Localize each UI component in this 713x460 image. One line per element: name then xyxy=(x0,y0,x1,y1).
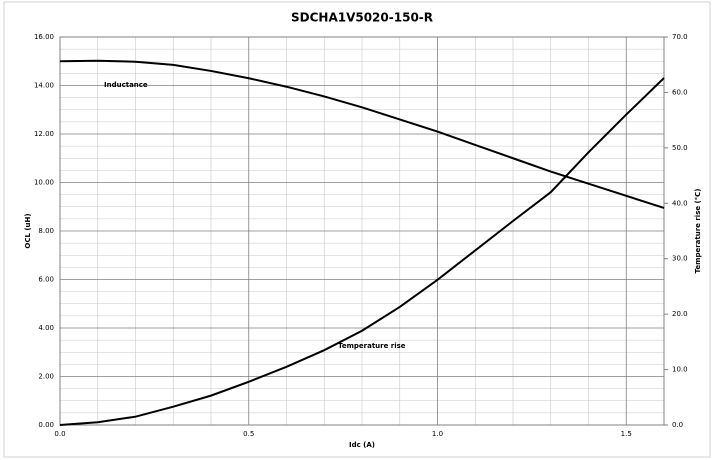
y2-tick-label: 20.0 xyxy=(672,310,688,318)
y2-tick-label: 40.0 xyxy=(672,199,688,207)
series-label: Temperature rise xyxy=(338,342,406,350)
x-axis-label: Idc (A) xyxy=(349,441,375,449)
y2-tick-label: 30.0 xyxy=(672,255,688,263)
y2-tick-label: 70.0 xyxy=(672,33,688,41)
line-series xyxy=(59,77,665,426)
y-tick-label: 12.00 xyxy=(34,130,54,138)
y-tick-label: 4.00 xyxy=(38,324,54,332)
chart-title: SDCHA1V5020-150-R xyxy=(291,11,433,25)
y2-tick-label: 10.0 xyxy=(672,366,688,374)
x-tick-label: 0.5 xyxy=(243,430,254,438)
chart-frame xyxy=(3,1,711,458)
y-tick-label: 0.00 xyxy=(38,421,54,429)
y-tick-label: 14.00 xyxy=(34,82,54,90)
y2-axis-label: Temperature rise (℃) xyxy=(694,189,702,274)
y2-tick-label: 50.0 xyxy=(672,144,688,152)
x-tick-label: 0.0 xyxy=(54,430,65,438)
y-tick-label: 16.00 xyxy=(34,33,54,41)
x-tick-label: 1.5 xyxy=(621,430,632,438)
x-tick-label: 1.0 xyxy=(432,430,443,438)
y-tick-label: 2.00 xyxy=(38,373,54,381)
plot-border xyxy=(59,36,665,426)
y2-tick-label: 0.0 xyxy=(672,421,683,429)
y-axis-label: OCL (uH) xyxy=(24,213,32,248)
series-label: Inductance xyxy=(104,81,148,89)
line-series xyxy=(59,59,665,209)
y-tick-label: 8.00 xyxy=(38,227,54,235)
y-tick-label: 6.00 xyxy=(38,276,54,284)
y-tick-label: 10.00 xyxy=(34,179,54,187)
y2-tick-label: 60.0 xyxy=(672,88,688,96)
